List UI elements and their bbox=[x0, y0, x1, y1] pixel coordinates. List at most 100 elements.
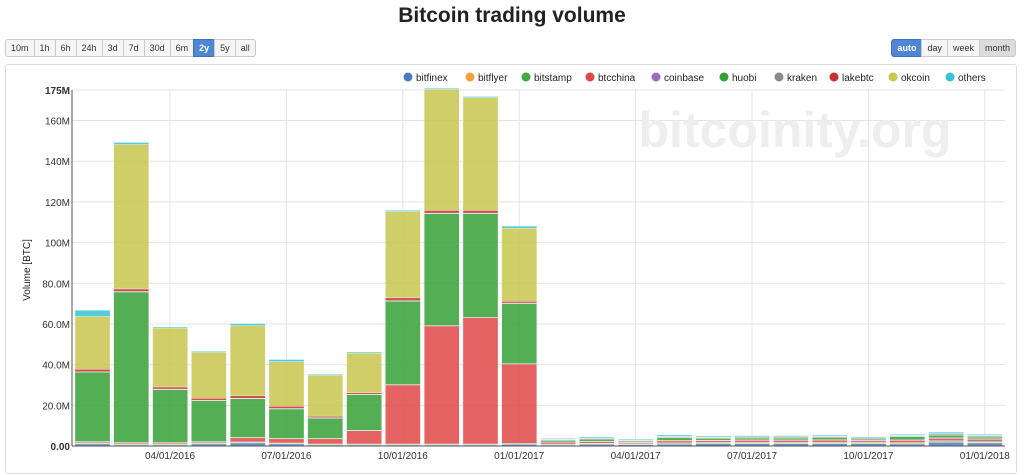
y-tick-label: 140M bbox=[45, 157, 70, 168]
bar-others-2016-04 bbox=[191, 351, 227, 353]
bar-btcchina-2017-08 bbox=[812, 440, 848, 443]
bar-others-2017-06 bbox=[734, 435, 770, 437]
bar-huobi-2016-11 bbox=[462, 213, 499, 318]
bar-btcchina-2016-01 bbox=[74, 441, 111, 444]
bar-btcchina-2016-12 bbox=[501, 363, 537, 444]
watermark: bitcoinity.org bbox=[639, 102, 952, 158]
bar-others-2017-07 bbox=[773, 435, 809, 437]
bar-huobi-2016-01 bbox=[74, 372, 111, 442]
bar-btcchina-2017-02 bbox=[579, 441, 615, 444]
bar-btcchina-2016-03 bbox=[152, 442, 188, 445]
bar-huobi-2017-01 bbox=[540, 440, 576, 443]
bar-lakebtc-2016-04 bbox=[191, 398, 227, 401]
y-tick-label: 0.00 bbox=[51, 442, 71, 453]
bar-huobi-2016-03 bbox=[152, 389, 188, 443]
legend-label-kraken: kraken bbox=[787, 73, 817, 84]
bars-group bbox=[74, 88, 1003, 447]
bar-others-2016-05 bbox=[230, 323, 266, 326]
bar-lakebtc-2016-08 bbox=[346, 392, 382, 395]
interval-month-button[interactable]: month bbox=[978, 39, 1016, 57]
bar-others-2016-09 bbox=[385, 210, 421, 212]
legend-label-lakebtc: lakebtc bbox=[842, 73, 874, 84]
bar-okcoin-2016-07 bbox=[307, 375, 343, 417]
range-6h-button[interactable]: 6h bbox=[54, 39, 77, 57]
bar-btcchina-2017-05 bbox=[695, 440, 731, 443]
bar-others-2017-09 bbox=[850, 436, 887, 438]
bar-huobi-2017-08 bbox=[812, 437, 848, 440]
bar-others-2017-05 bbox=[695, 435, 731, 438]
bar-btcchina-2016-08 bbox=[346, 430, 382, 445]
legend-marker-huobi bbox=[719, 72, 729, 82]
y-tick-label: 160M bbox=[45, 117, 70, 128]
y-tick-label: 40.0M bbox=[42, 361, 70, 372]
bar-others-2016-06 bbox=[268, 359, 305, 362]
bar-others-2017-10 bbox=[889, 434, 925, 436]
x-tick-label: 07/01/2016 bbox=[261, 451, 311, 462]
bar-lakebtc-2016-12 bbox=[501, 301, 537, 304]
interval-week-button[interactable]: week bbox=[946, 39, 980, 57]
bar-okcoin-2016-05 bbox=[230, 325, 266, 396]
bar-bitfinex-2017-11 bbox=[928, 442, 964, 447]
range-1h-button[interactable]: 1h bbox=[33, 39, 56, 57]
legend-marker-btcchina bbox=[585, 72, 595, 82]
bar-btcchina-2017-11 bbox=[928, 438, 964, 441]
grid-lines bbox=[72, 89, 1005, 447]
bar-btcchina-2016-04 bbox=[191, 441, 227, 444]
bar-others-2017-11 bbox=[928, 432, 964, 434]
bar-huobi-2016-10 bbox=[424, 213, 460, 326]
bar-btcchina-2016-07 bbox=[307, 438, 343, 445]
bar-lakebtc-2016-07 bbox=[307, 415, 343, 418]
bar-others-2016-11 bbox=[462, 96, 499, 98]
bar-huobi-2016-08 bbox=[346, 394, 382, 431]
bar-okcoin-2016-09 bbox=[385, 211, 421, 299]
bar-lakebtc-2016-03 bbox=[152, 386, 188, 390]
x-tick-label: 04/01/2016 bbox=[145, 451, 195, 462]
x-tick-label: 10/01/2016 bbox=[378, 451, 428, 462]
bar-btcchina-2017-06 bbox=[734, 440, 770, 443]
bar-others-2017-02 bbox=[579, 436, 615, 439]
bar-btcchina-2016-02 bbox=[113, 442, 149, 445]
bar-okcoin-2016-10 bbox=[424, 89, 460, 211]
bar-huobi-2017-02 bbox=[579, 438, 615, 442]
bar-kraken-2017-11 bbox=[928, 434, 964, 436]
bar-others-2016-03 bbox=[152, 326, 188, 329]
bar-okcoin-2016-03 bbox=[152, 327, 188, 388]
bar-others-2016-01 bbox=[74, 310, 111, 317]
range-button-group: 10m 1h 6h 24h 3d 7d 30d 6m 2y 5y all bbox=[5, 39, 256, 57]
bar-okcoin-2016-08 bbox=[346, 352, 382, 393]
interval-button-group: auto day week month bbox=[891, 39, 1016, 57]
y-tick-label: 80.0M bbox=[42, 279, 70, 290]
range-10m-button[interactable]: 10m bbox=[5, 39, 35, 57]
bar-others-2017-03 bbox=[618, 439, 654, 441]
bar-others-2016-08 bbox=[346, 351, 382, 354]
bar-okcoin-2016-04 bbox=[191, 352, 227, 399]
y-tick-label: 175M bbox=[45, 86, 70, 97]
bar-okcoin-2016-01 bbox=[74, 316, 111, 370]
legend-label-okcoin: okcoin bbox=[901, 73, 930, 84]
bar-okcoin-2016-06 bbox=[268, 361, 305, 407]
bar-btcchina-2017-04 bbox=[656, 440, 693, 443]
bar-huobi-2016-12 bbox=[501, 303, 537, 364]
bar-huobi-2017-04 bbox=[656, 437, 693, 441]
range-3d-button[interactable]: 3d bbox=[101, 39, 124, 57]
legend-marker-okcoin bbox=[888, 72, 898, 82]
bar-huobi-2016-09 bbox=[385, 301, 421, 385]
bar-lakebtc-2016-01 bbox=[74, 369, 111, 372]
legend-label-huobi: huobi bbox=[732, 73, 756, 84]
legend-marker-others bbox=[945, 72, 955, 82]
legend-label-btcchina: btcchina bbox=[598, 73, 636, 84]
range-all-button[interactable]: all bbox=[234, 39, 256, 57]
bar-others-2016-12 bbox=[501, 225, 537, 229]
y-tick-label: 60.0M bbox=[42, 320, 70, 331]
interval-auto-button[interactable]: auto bbox=[891, 39, 923, 57]
y-axis-label: Volume [BTC] bbox=[22, 239, 33, 301]
bar-btcchina-2017-01 bbox=[540, 442, 576, 445]
legend-marker-kraken bbox=[774, 72, 784, 82]
bar-btcchina-2016-06 bbox=[268, 438, 305, 444]
bar-others-2016-07 bbox=[307, 374, 343, 376]
bar-huobi-2016-02 bbox=[113, 291, 149, 443]
range-30d-button[interactable]: 30d bbox=[143, 39, 171, 57]
bar-huobi-2017-09 bbox=[850, 438, 887, 441]
bar-btcchina-2017-07 bbox=[773, 440, 809, 443]
